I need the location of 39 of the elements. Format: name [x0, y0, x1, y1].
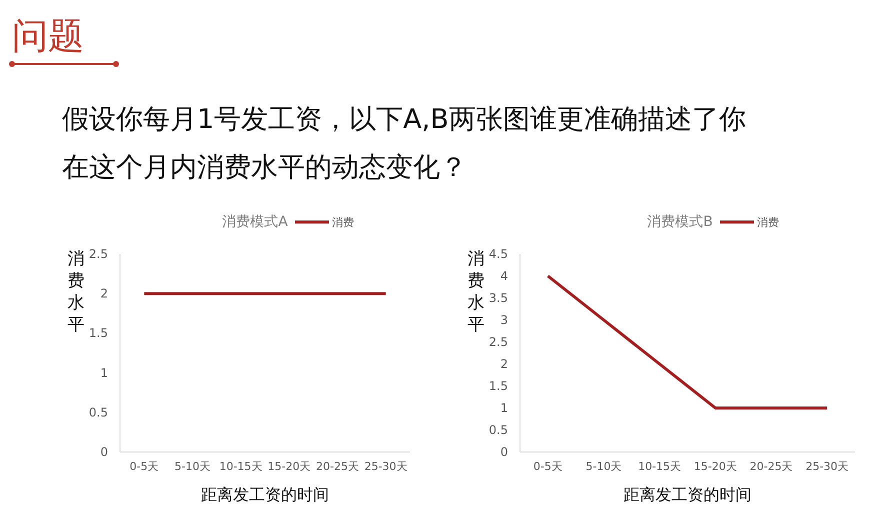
y-axis-title: 消费水平 — [468, 249, 484, 335]
x-tick-label: 15-20天 — [694, 460, 737, 473]
x-axis-title: 距离发工资的时间 — [624, 485, 752, 504]
x-tick-label: 0-5天 — [533, 460, 562, 473]
text: 假设你每月1号发工资，以下A,B两张图谁更准确描述了你在这个月内消费水平的动态变化？ — [62, 104, 746, 183]
y-tick-label: 1 — [100, 366, 108, 380]
x-tick-label: 5-10天 — [174, 460, 210, 473]
y-tick-label: 1.5 — [88, 326, 108, 340]
legend-label: 消费 — [757, 216, 779, 229]
chart-title: 消费模式B — [647, 214, 713, 230]
y-tick-label: 3 — [500, 313, 508, 327]
y-tick-label: 0.5 — [88, 405, 108, 420]
x-tick-label: 20-25天 — [316, 460, 359, 473]
y-tick-label: 4 — [500, 269, 508, 283]
legend-label: 消费 — [332, 216, 354, 229]
y-tick-label: 0 — [500, 445, 508, 459]
x-tick-label: 10-15天 — [638, 460, 682, 473]
y-tick-label: 1.5 — [488, 379, 508, 393]
y-tick-label: 2 — [500, 357, 508, 371]
x-tick-label: 0-5天 — [130, 460, 159, 473]
x-axis-title: 距离发工资的时间 — [201, 485, 329, 504]
y-tick-label: 0 — [100, 445, 108, 459]
y-tick-label: 2.5 — [488, 335, 508, 349]
line-series — [546, 274, 829, 410]
y-tick-label: 2.5 — [88, 247, 108, 261]
x-tick-label: 5-10天 — [586, 460, 622, 473]
y-tick-label: 2 — [100, 286, 108, 301]
y-tick-label: 4.5 — [488, 247, 508, 261]
text: 问题 — [12, 16, 84, 57]
x-tick-label: 15-20天 — [268, 460, 311, 473]
x-tick-label: 20-25天 — [750, 460, 793, 473]
y-tick-label: 3.5 — [488, 291, 508, 305]
chart-title: 消费模式A — [222, 214, 288, 230]
x-tick-label: 10-15天 — [219, 460, 262, 473]
y-tick-label: 0.5 — [488, 423, 508, 437]
x-tick-label: 25-30天 — [806, 460, 849, 473]
x-tick-label: 25-30天 — [364, 460, 408, 473]
y-axis-title: 消费水平 — [68, 249, 84, 335]
y-tick-label: 1 — [500, 401, 508, 415]
